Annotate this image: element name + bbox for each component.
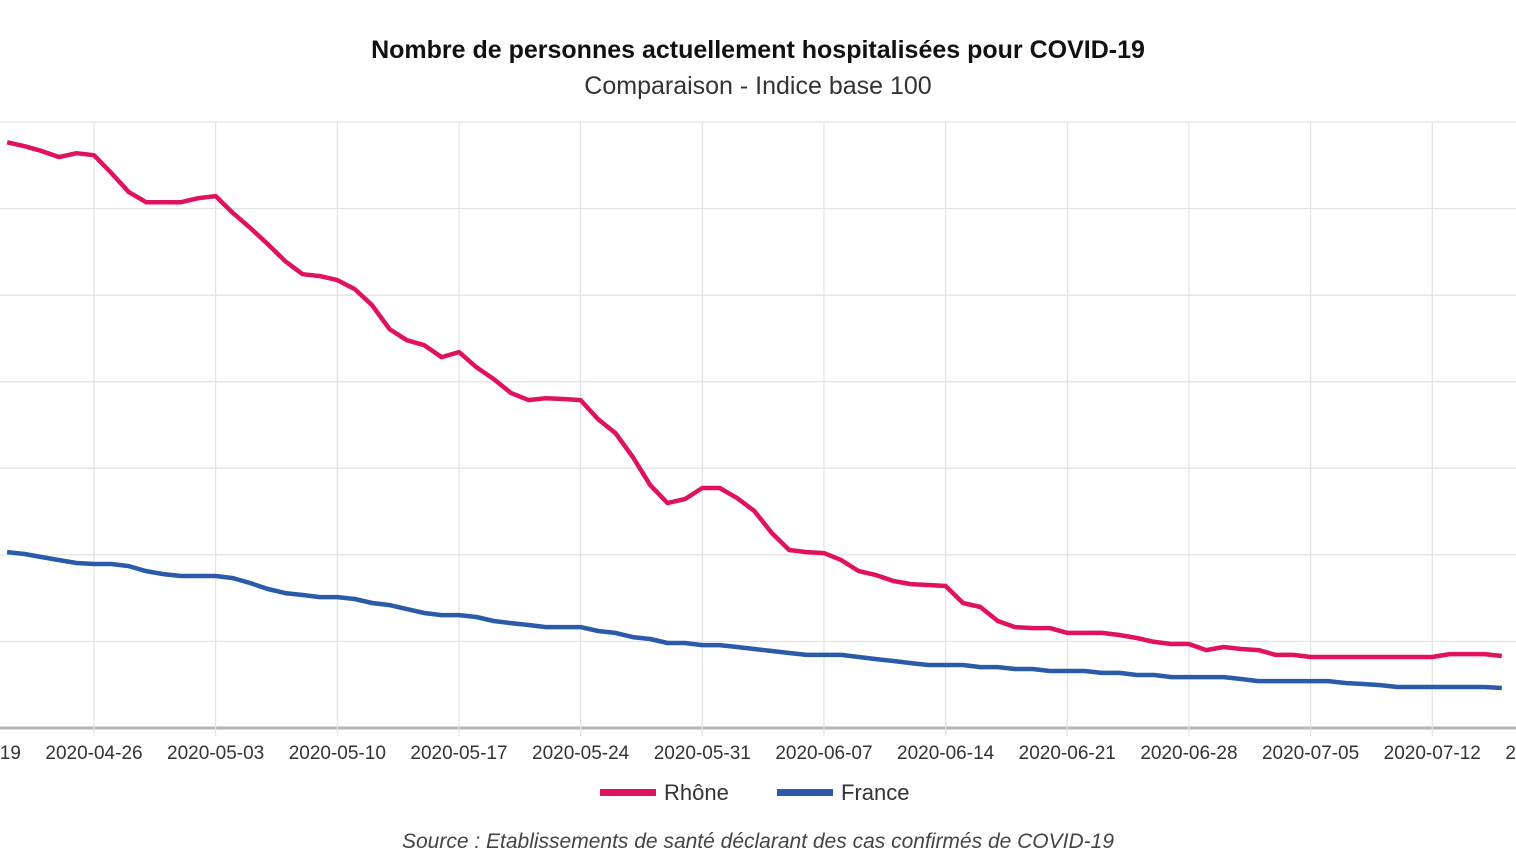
chart-subtitle: Comparaison - Indice base 100 [584,72,931,100]
x-tick-label: 2020-05-10 [289,743,386,764]
source-note: Source : Etablissements de santé déclara… [402,830,1114,853]
x-tick-label: 2020-06-21 [1019,743,1116,764]
x-tick-label: 2020-06-28 [1140,743,1237,764]
series-lines [6,140,1503,691]
x-tick-label: 2020-05-24 [532,743,630,764]
x-tick-label: 2020-05-17 [410,743,507,764]
x-tick-label: 2020-04-26 [45,743,142,764]
x-tick-label: 2020-07-05 [1262,743,1359,764]
x-tick-label: 2020-05-03 [167,743,264,764]
chart-title: Nombre de personnes actuellement hospita… [371,36,1145,64]
legend: Rhône France [600,780,909,805]
grid [0,121,1516,736]
legend-swatch [777,789,833,796]
series-line-rhne [6,140,1503,660]
x-tick-label: 2020-06-14 [897,743,995,764]
series-line-france [6,549,1502,691]
legend-label: France [841,780,909,805]
x-tick-label: 2020-07-19 [1505,743,1516,764]
legend-item[interactable]: France [777,780,909,805]
x-axis-ticks: 2020-04-19 2020-04-26 2020-05-03 2020-05-10… [0,743,1516,764]
x-tick-label: 2020-07-12 [1384,743,1481,764]
x-tick-label: 2020-05-31 [654,743,751,764]
x-tick-label: 2020-06-07 [775,743,872,764]
legend-item[interactable]: Rhône [600,780,729,805]
x-tick-label: 2020-04-19 [0,743,21,764]
legend-swatch [600,789,656,796]
legend-label: Rhône [664,780,729,805]
